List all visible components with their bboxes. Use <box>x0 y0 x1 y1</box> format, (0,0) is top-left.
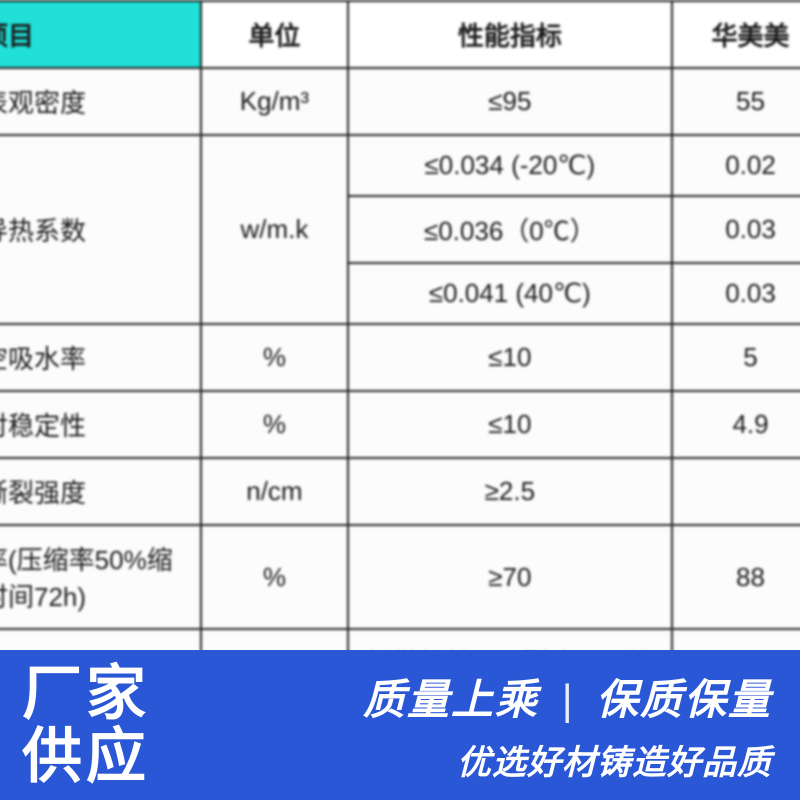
cell-value: 0.02 <box>672 135 800 196</box>
cell-spec: ≤10 <box>348 324 672 391</box>
cell-unit: % <box>201 525 347 629</box>
cell-project: 导热系数 <box>0 135 201 324</box>
table-body: 表观密度 Kg/m³ ≤95 55 导热系数 w/m.k ≤0.034 (-20… <box>0 68 800 733</box>
cell-unit: Kg/m³ <box>201 68 347 135</box>
banner-big-line2: 供应 <box>22 725 150 788</box>
banner-right: 质量上乘|保质保量 优选好材铸造好品质 <box>363 666 800 784</box>
banner-big-label: 厂家 供应 <box>0 662 150 788</box>
cell-value: 0.03 <box>672 196 800 263</box>
spec-table-container: 项目 单位 性能指标 华美美 表观密度 Kg/m³ ≤95 55 导热系数 w/… <box>0 0 800 734</box>
cell-spec: ≤0.036（0℃） <box>348 196 672 263</box>
table-row: 撕裂强度 n/cm ≥2.5 <box>0 458 800 525</box>
cell-project: 率(压缩率50%缩时间72h) <box>0 525 201 629</box>
banner-line1: 质量上乘|保质保量 <box>363 666 772 727</box>
cell-project: 对稳定性 <box>0 391 201 458</box>
col-header-project: 项目 <box>0 1 201 68</box>
cell-value: 5 <box>672 324 800 391</box>
cell-spec: ≥2.5 <box>348 458 672 525</box>
cell-spec: ≤10 <box>348 391 672 458</box>
cell-unit: w/m.k <box>201 135 347 324</box>
spec-table: 项目 单位 性能指标 华美美 表观密度 Kg/m³ ≤95 55 导热系数 w/… <box>0 0 800 734</box>
banner-sep-icon: | <box>539 676 596 723</box>
banner-line1-b: 保质保量 <box>596 676 772 723</box>
cell-value: 4.9 <box>672 391 800 458</box>
cell-spec: ≥70 <box>348 525 672 629</box>
col-header-unit: 单位 <box>201 1 347 68</box>
cell-value: 55 <box>672 68 800 135</box>
cell-project: 空吸水率 <box>0 324 201 391</box>
table-row: 表观密度 Kg/m³ ≤95 55 <box>0 68 800 135</box>
table-row: 空吸水率 % ≤10 5 <box>0 324 800 391</box>
cell-value <box>672 458 800 525</box>
table-head: 项目 单位 性能指标 华美美 <box>0 1 800 68</box>
cell-spec: ≤0.041 (40℃) <box>348 263 672 324</box>
cell-project: 表观密度 <box>0 68 201 135</box>
banner-big-line1: 厂家 <box>22 662 150 725</box>
cell-value: 88 <box>672 525 800 629</box>
col-header-value: 华美美 <box>672 1 800 68</box>
table-row: 率(压缩率50%缩时间72h) % ≥70 88 <box>0 525 800 629</box>
banner-line2: 优选好材铸造好品质 <box>363 735 772 784</box>
banner-line1-a: 质量上乘 <box>363 676 539 723</box>
cell-unit: % <box>201 324 347 391</box>
cell-spec: ≤0.034 (-20℃) <box>348 135 672 196</box>
cell-spec: ≤95 <box>348 68 672 135</box>
cell-unit: % <box>201 391 347 458</box>
table-row: 对稳定性 % ≤10 4.9 <box>0 391 800 458</box>
table-row: 导热系数 w/m.k ≤0.034 (-20℃) 0.02 <box>0 135 800 196</box>
col-header-spec: 性能指标 <box>348 1 672 68</box>
promo-banner: 厂家 供应 质量上乘|保质保量 优选好材铸造好品质 <box>0 650 800 800</box>
cell-unit: n/cm <box>201 458 347 525</box>
cell-value: 0.03 <box>672 263 800 324</box>
cell-project: 撕裂强度 <box>0 458 201 525</box>
